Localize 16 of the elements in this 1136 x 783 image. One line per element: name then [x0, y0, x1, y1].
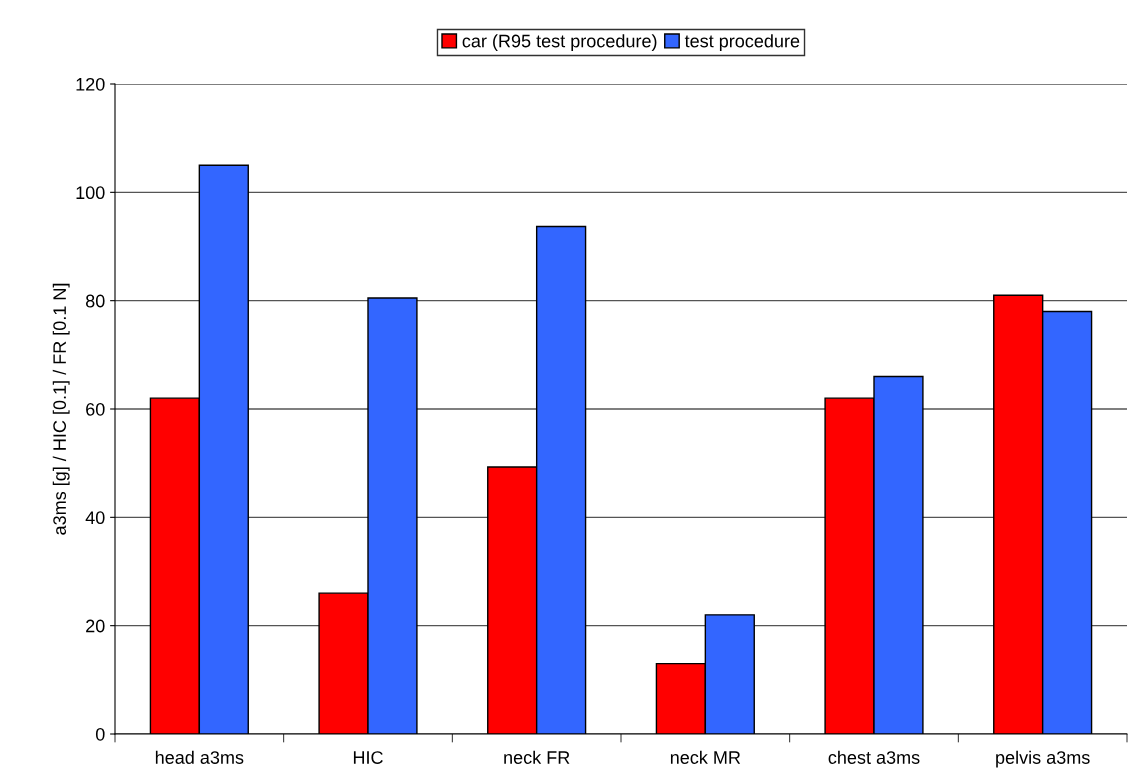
- y-tick-label: 20: [86, 619, 105, 633]
- x-tick-label: HIC: [353, 751, 383, 764]
- x-tick-label: head a3ms: [155, 750, 244, 764]
- x-tick-label: neck MR: [670, 750, 741, 764]
- y-axis-title: a3ms [g] / HIC [0.1] / FR [0.1 N]: [52, 283, 70, 535]
- x-tick-label: neck FR: [504, 750, 570, 764]
- legend-label: test procedure: [684, 34, 800, 51]
- y-tick-label: 60: [86, 402, 105, 416]
- x-tick-label: pelvis a3ms: [996, 750, 1090, 768]
- y-tick-label: 80: [85, 294, 105, 308]
- y-tick-label: 40: [85, 511, 105, 525]
- y-tick-label: 100: [76, 186, 105, 200]
- y-tick-label: 0: [95, 727, 105, 741]
- y-tick-label: 120: [76, 77, 105, 91]
- legend-label: car (R95 test procedure): [462, 34, 657, 51]
- x-tick-label: chest a3ms: [828, 750, 920, 764]
